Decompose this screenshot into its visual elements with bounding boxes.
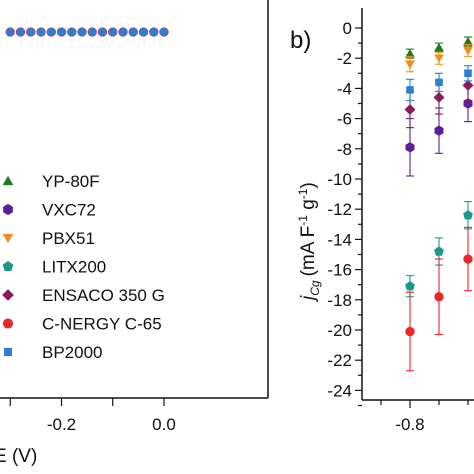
data-point-5-0 (405, 326, 415, 337)
panel-b-y-tick-label: -8 (337, 140, 352, 159)
data-point-3-1 (434, 246, 444, 256)
data-point-0-0 (405, 48, 415, 58)
panel-b-y-tick-label: -22 (327, 351, 352, 370)
panel-a-top-row-markers (5, 27, 169, 37)
data-point-2-2 (463, 46, 473, 56)
panel-b-y-tick-label: -2 (337, 49, 352, 68)
data-point-1-1 (434, 125, 444, 136)
panel-b-y-tick-label: -4 (337, 79, 352, 98)
panel-a-top-marker-blue (57, 27, 66, 37)
data-point-3-2 (463, 210, 473, 220)
panel-b-y-tick-label: -20 (327, 321, 352, 340)
panel-a-top-marker-blue (6, 27, 15, 37)
y-label-units: (mA F (298, 226, 319, 277)
panel-a-top-marker-blue (98, 27, 107, 37)
panel-a-top-marker-blue (88, 27, 97, 37)
legend-marker-5 (2, 318, 14, 329)
panel-a-x-axis-label: E (V) (0, 446, 37, 467)
data-point-5-2 (463, 254, 473, 264)
panel-b-y-tick-label: -12 (327, 200, 352, 219)
panel-a-top-marker-blue (78, 27, 86, 37)
legend-label-3: LITX200 (42, 258, 106, 277)
panel-b-y-tick-label: -6 (337, 110, 352, 129)
panel-b-y-tick-label: -18 (327, 291, 352, 310)
panel-a-top-marker-blue (129, 27, 138, 37)
legend-label-5: C-NERGY C-65 (42, 315, 162, 334)
panel-a: -0.2 0.0 E (V) YP-80F VXC72 PBX51 LITX200 ENS… (0, 0, 269, 467)
y-label-exp1: -1 (296, 215, 310, 226)
legend: YP-80F VXC72 PBX51 LITX200 ENSACO 350 G C-NER… (2, 172, 165, 362)
legend-label-4: ENSACO 350 G (42, 286, 165, 305)
panel-a-top-marker-blue (119, 27, 127, 37)
panel-b-y-tick-label: -10 (327, 170, 352, 189)
data-point-4-0 (404, 104, 416, 115)
panel-b-y-tick-label: -24 (327, 381, 352, 400)
data-point-2-0 (405, 60, 415, 69)
y-label-sub: Cg (308, 280, 322, 296)
panel-b-x-ticks: -0.8 (380, 400, 469, 434)
panel-a-top-marker-blue (26, 27, 35, 37)
panel-a-top-marker-blue (160, 27, 168, 37)
panel-b-title: b) (290, 27, 311, 54)
legend-label-0: YP-80F (42, 172, 100, 191)
legend-label-2: PBX51 (42, 229, 95, 248)
y-label-main: j (298, 295, 319, 303)
data-point-4-1 (433, 92, 445, 103)
panel-a-top-marker-blue (16, 27, 25, 37)
legend-marker-1 (3, 203, 13, 216)
panel-b-data-points (404, 36, 474, 372)
legend-marker-3 (2, 260, 14, 272)
data-point-2-1 (434, 54, 444, 63)
panel-a-top-marker-blue (47, 27, 56, 37)
panel-a-top-marker-blue (139, 27, 148, 37)
panel-b-y-axis-label: jCg(mA F-1 g-1) (296, 182, 322, 303)
panel-b-y-tick-label: -16 (327, 261, 352, 280)
legend-marker-0 (2, 175, 14, 186)
y-label-close: ) (298, 182, 319, 188)
data-point-6-1 (435, 78, 443, 87)
panel-a-top-marker-blue (37, 27, 45, 37)
data-point-4-2 (462, 79, 474, 91)
panel-a-top-marker-blue (108, 27, 117, 37)
data-point-6-0 (406, 86, 414, 94)
panel-b-y-tick-label: -14 (327, 230, 352, 249)
legend-marker-4 (2, 289, 14, 301)
data-point-3-0 (405, 281, 415, 291)
y-label-mid: g (298, 199, 319, 215)
panel-a-top-marker-blue (149, 27, 158, 37)
data-point-5-1 (434, 292, 444, 302)
legend-label-1: VXC72 (42, 201, 96, 220)
panel-b-y-tick-label: 0 (343, 19, 352, 38)
panel-a-x-ticks: -0.2 0.0 (9, 398, 176, 434)
legend-marker-2 (2, 233, 14, 244)
panel-b-x-tick-label: -0.8 (395, 415, 424, 434)
data-point-0-2 (463, 36, 473, 46)
panel-a-x-tick-label: -0.2 (47, 415, 76, 434)
panel-a-x-tick-label: 0.0 (152, 415, 176, 434)
y-label-exp2: -1 (296, 188, 310, 199)
data-point-0-1 (434, 42, 444, 52)
legend-marker-6 (3, 347, 13, 357)
data-point-1-0 (405, 142, 415, 153)
panel-b-y-ticks: 0 -2 -4 -6 -8 -10 -12 -14 -16 -18 -20 -22 -24 (327, 19, 362, 407)
data-point-6-2 (464, 69, 472, 78)
panel-b: b) 0 -2 -4 -6 -8 -10 -12 -14 -16 -18 -20 -22 -24 -0.… (290, 8, 474, 434)
panel-a-top-marker-blue (67, 27, 76, 37)
legend-label-6: BP2000 (42, 343, 103, 362)
